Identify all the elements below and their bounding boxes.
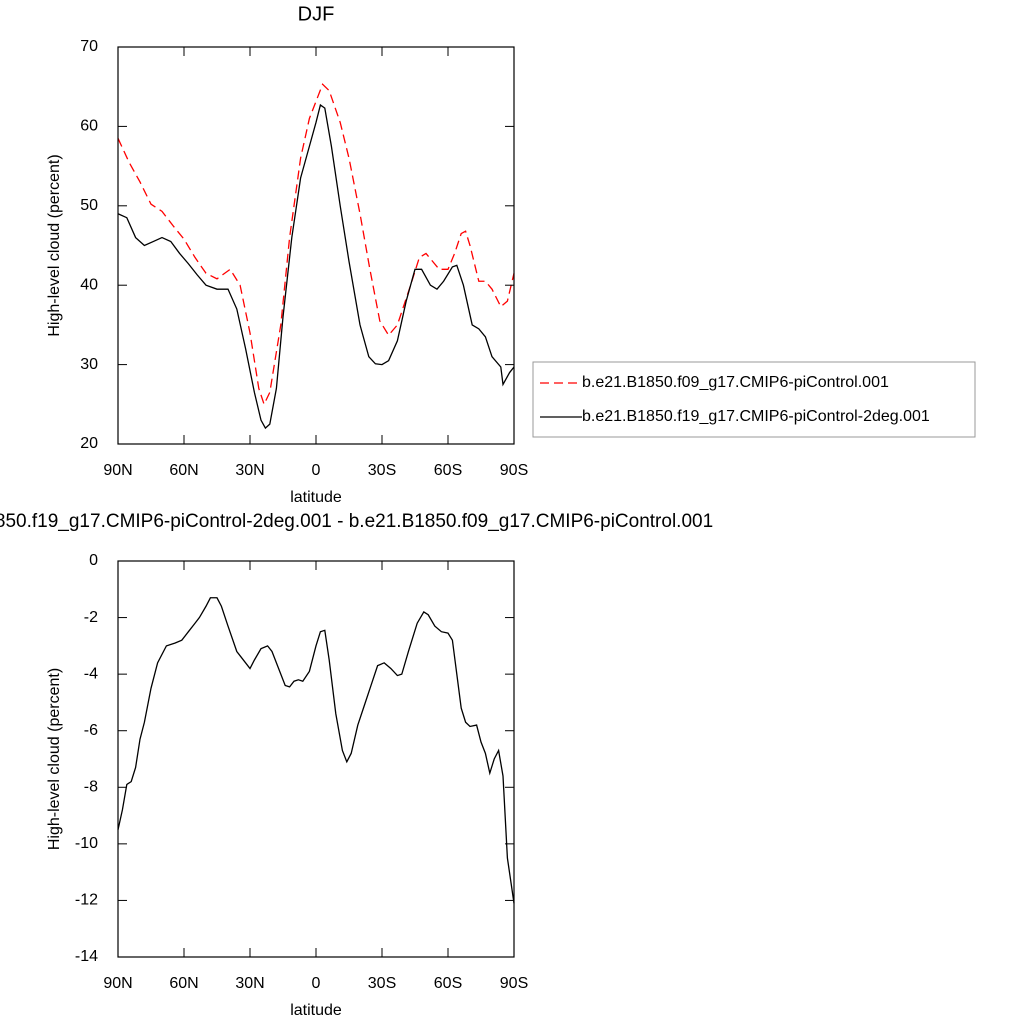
x-tick-label: 60N (169, 975, 198, 992)
y-tick-label: -12 (75, 892, 98, 909)
x-tick-label: 60S (434, 975, 462, 992)
y-tick-label: 40 (80, 276, 98, 293)
data-line (117, 103, 515, 430)
x-axis-label: latitude (290, 1002, 342, 1019)
x-tick-label: 30S (368, 462, 396, 479)
x-tick-label: 60N (169, 462, 198, 479)
x-tick-label: 30N (235, 462, 264, 479)
x-tick-label: 90N (103, 975, 132, 992)
y-tick-label: 50 (80, 197, 98, 214)
chart-title: DJF (298, 3, 335, 25)
chart-title: b.e21.B1850.f19_g17.CMIP6-piControl-2deg… (0, 511, 713, 532)
plot-frame (117, 46, 515, 445)
y-tick-label: 30 (80, 356, 98, 373)
data-line (117, 597, 515, 904)
y-tick-label: 60 (80, 118, 98, 135)
x-tick-label: 60S (434, 462, 462, 479)
y-tick-label: -2 (84, 609, 98, 626)
legend-label: b.e21.B1850.f09_g17.CMIP6-piControl.001 (582, 374, 889, 391)
y-tick-label: -10 (75, 835, 98, 852)
y-tick-label: -8 (84, 779, 98, 796)
legend-box (532, 361, 976, 438)
y-axis-label: High-level cloud (percent) (46, 668, 63, 850)
plot-frame (117, 560, 515, 958)
y-tick-label: 70 (80, 38, 98, 55)
data-line (117, 83, 515, 407)
x-tick-label: 90S (500, 462, 528, 479)
y-tick-label: 0 (89, 552, 98, 569)
y-tick-label: -14 (75, 948, 98, 965)
x-axis-label: latitude (290, 489, 342, 506)
y-tick-label: 20 (80, 435, 98, 452)
x-tick-label: 30N (235, 975, 264, 992)
x-tick-label: 0 (312, 462, 321, 479)
legend-label: b.e21.B1850.f19_g17.CMIP6-piControl-2deg… (582, 408, 930, 425)
x-tick-label: 30S (368, 975, 396, 992)
y-axis-label: High-level cloud (percent) (46, 154, 63, 336)
y-tick-label: -4 (84, 665, 98, 682)
x-tick-label: 90S (500, 975, 528, 992)
y-tick-label: -6 (84, 722, 98, 739)
x-tick-label: 0 (312, 975, 321, 992)
x-tick-label: 90N (103, 462, 132, 479)
